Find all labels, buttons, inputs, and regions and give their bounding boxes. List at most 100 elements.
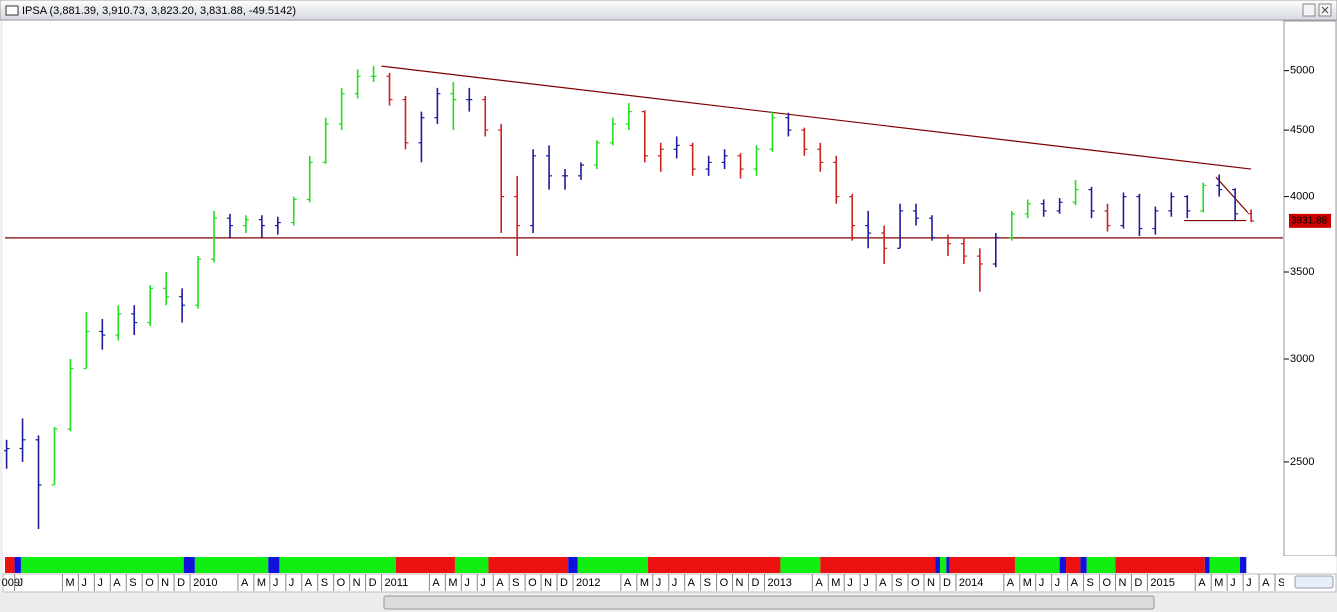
y-tick-label: 3000 <box>1290 353 1314 365</box>
x-tick-label: M <box>448 577 457 589</box>
close-icon <box>1321 6 1329 14</box>
regime-band <box>1086 557 1116 573</box>
x-tick-label: 009 <box>2 577 20 589</box>
regime-band <box>395 557 455 573</box>
x-tick-label: M <box>640 577 649 589</box>
regime-band <box>5 557 15 573</box>
x-tick-label: S <box>704 577 711 589</box>
regime-band <box>194 557 269 573</box>
last-price-box <box>1289 213 1331 228</box>
regime-band <box>14 557 21 573</box>
x-tick-label: M <box>65 577 74 589</box>
x-tick-label: J <box>1230 577 1236 589</box>
x-tick-label: N <box>1118 577 1126 589</box>
x-tick-label: O <box>911 577 920 589</box>
regime-band <box>935 557 940 573</box>
title-bar <box>0 0 1337 21</box>
regime-band <box>647 557 781 573</box>
axis-layer: 2500 3000 3500 4000 4500 5000 3831.88 <box>1284 65 1331 468</box>
x-tick-label: J <box>1039 577 1045 589</box>
regime-band <box>946 557 950 573</box>
regime-band <box>268 557 280 573</box>
x-tick-label: S <box>129 577 136 589</box>
x-tick-label: 2015 <box>1150 577 1174 589</box>
x-tick-label: 2010 <box>193 577 217 589</box>
x-tick-label: N <box>927 577 935 589</box>
window-title: IPSA (3,881.39, 3,910.73, 3,823.20, 3,83… <box>22 5 296 17</box>
x-tick-label: S <box>512 577 519 589</box>
x-tick-label: N <box>544 577 552 589</box>
regime-band <box>1059 557 1067 573</box>
x-tick-label: D <box>560 577 568 589</box>
x-tick-label: D <box>752 577 760 589</box>
x-tick-label: O <box>528 577 537 589</box>
regime-band <box>820 557 936 573</box>
x-tick-label: O <box>145 577 154 589</box>
x-tick-label: D <box>177 577 185 589</box>
x-tick-label: J <box>97 577 103 589</box>
time-axis <box>2 573 1337 593</box>
regime-band <box>780 557 821 573</box>
y-tick-label: 2500 <box>1290 456 1314 468</box>
x-tick-label: N <box>353 577 361 589</box>
x-tick-label: J <box>847 577 853 589</box>
x-tick-label: 2012 <box>576 577 600 589</box>
y-tick-label: 5000 <box>1290 65 1314 77</box>
x-tick-label: J <box>81 577 87 589</box>
x-tick-label: A <box>1262 577 1270 589</box>
y-tick-label: 4500 <box>1290 124 1314 136</box>
regime-band <box>1115 557 1205 573</box>
x-tick-label: A <box>113 577 121 589</box>
regime-band <box>1239 557 1247 573</box>
x-tick-label: N <box>736 577 744 589</box>
trend-line <box>381 65 1252 170</box>
x-tick-label: A <box>688 577 696 589</box>
x-tick-label: S <box>321 577 328 589</box>
regime-band <box>1066 557 1081 573</box>
x-tick-label: A <box>1007 577 1015 589</box>
scroll-thumb[interactable] <box>383 595 1155 610</box>
price-axis <box>1283 20 1337 557</box>
regime-band <box>1080 557 1087 573</box>
x-tick-label: A <box>1071 577 1079 589</box>
x-tick-label: M <box>831 577 840 589</box>
x-tick-label: 2013 <box>767 577 791 589</box>
regime-band <box>568 557 578 573</box>
x-tick-label: S <box>1087 577 1094 589</box>
regime-band <box>1209 557 1240 573</box>
x-tick-label: O <box>1103 577 1112 589</box>
x-tick-label: A <box>305 577 313 589</box>
x-tick-label: J <box>656 577 662 589</box>
x-tick-label: A <box>624 577 632 589</box>
x-tick-label: N <box>161 577 169 589</box>
y-tick-label: 3500 <box>1290 266 1314 278</box>
x-tick-label: J <box>863 577 869 589</box>
x-tick-label: O <box>720 577 729 589</box>
x-tick-label: A <box>241 577 249 589</box>
x-tick-label: A <box>496 577 504 589</box>
plot-area <box>3 21 1284 556</box>
x-tick-label: J <box>464 577 470 589</box>
restore-button[interactable] <box>1302 3 1316 17</box>
x-tick-label: S <box>895 577 902 589</box>
y-tick-label: 4000 <box>1290 191 1314 203</box>
x-tick-label: J <box>1055 577 1061 589</box>
trend-line <box>1215 176 1249 214</box>
x-tick-label: J <box>1246 577 1252 589</box>
x-tick-label: M <box>1023 577 1032 589</box>
x-tick-label: S <box>1278 577 1285 589</box>
regime-band <box>20 557 184 573</box>
regime-band <box>454 557 489 573</box>
x-tick-label: A <box>815 577 823 589</box>
x-tick-label: A <box>879 577 887 589</box>
x-tick-label: A <box>1198 577 1206 589</box>
last-price-label: 3831.88 <box>1291 215 1328 226</box>
regime-band <box>1014 557 1060 573</box>
x-tick-label: M <box>1214 577 1223 589</box>
zoom-button[interactable] <box>1294 575 1334 589</box>
regime-band <box>577 557 648 573</box>
window-icon <box>5 5 19 16</box>
